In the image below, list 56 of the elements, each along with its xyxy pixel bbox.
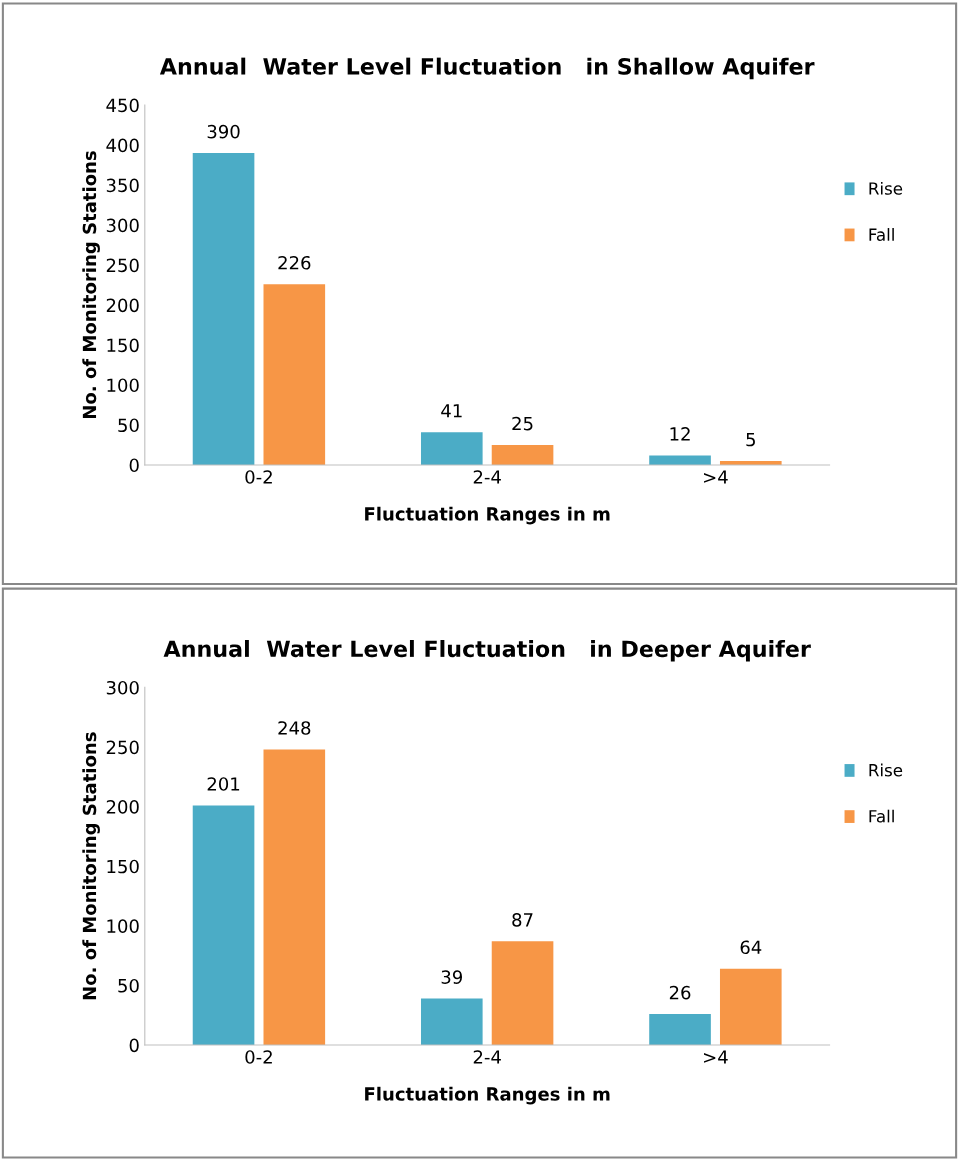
data-label: 25 bbox=[512, 416, 533, 431]
x-tick-label: >4 bbox=[704, 470, 728, 484]
data-label: 64 bbox=[740, 940, 762, 955]
y-tick-label: 400 bbox=[106, 138, 139, 153]
data-label: 41 bbox=[441, 404, 462, 418]
x-tick-label: >4 bbox=[704, 1050, 728, 1064]
data-label: 12 bbox=[670, 427, 690, 441]
data-label: 39 bbox=[441, 970, 463, 984]
y-tick-label: 100 bbox=[107, 378, 139, 393]
legend-label: Rise bbox=[869, 181, 903, 195]
legend-label: Fall bbox=[869, 809, 894, 823]
data-label: 248 bbox=[278, 721, 311, 735]
y-tick-label: 450 bbox=[106, 98, 139, 113]
data-label: 5 bbox=[746, 432, 755, 447]
data-label: 226 bbox=[278, 255, 311, 270]
y-tick-label: 300 bbox=[106, 680, 139, 695]
y-tick-label: 150 bbox=[107, 338, 139, 353]
y-axis-title: No. of Monitoring Stations bbox=[82, 151, 100, 419]
y-tick-label: 200 bbox=[106, 800, 139, 814]
x-tick-label: 2-4 bbox=[473, 470, 501, 484]
legend-label: Fall bbox=[869, 228, 894, 241]
bar bbox=[491, 941, 554, 1046]
x-axis-title: Fluctuation Ranges in m bbox=[365, 1086, 610, 1105]
bar bbox=[420, 998, 483, 1046]
y-tick-label: 100 bbox=[107, 919, 139, 933]
bar bbox=[263, 284, 326, 465]
x-tick-label: 0-2 bbox=[245, 470, 272, 484]
y-tick-label: 50 bbox=[118, 418, 139, 433]
y-tick-label: 200 bbox=[106, 298, 139, 313]
x-tick-label: 0-2 bbox=[245, 1050, 272, 1064]
y-tick-label: 0 bbox=[129, 1038, 139, 1053]
legend-label: Rise bbox=[869, 763, 903, 777]
y-tick-label: 50 bbox=[118, 978, 139, 993]
bar bbox=[192, 805, 255, 1046]
bar bbox=[719, 968, 782, 1046]
bar bbox=[263, 749, 326, 1046]
bar bbox=[420, 432, 483, 465]
bar bbox=[491, 444, 554, 465]
chart-title: Annual Water Level Fluctuation in Shallow Aquifer bbox=[159, 57, 815, 80]
y-tick-label: 350 bbox=[106, 178, 139, 193]
y-tick-label: 150 bbox=[107, 859, 139, 874]
bar bbox=[649, 455, 711, 465]
y-axis-title: No. of Monitoring Stations bbox=[82, 732, 100, 1000]
x-axis-title: Fluctuation Ranges in m bbox=[365, 506, 610, 525]
y-tick-label: 250 bbox=[106, 258, 139, 273]
data-label: 87 bbox=[512, 913, 533, 927]
bar bbox=[192, 153, 255, 465]
data-label: 390 bbox=[207, 124, 240, 139]
y-tick-label: 0 bbox=[129, 458, 139, 473]
x-tick-label: 2-4 bbox=[473, 1050, 501, 1064]
chart-title: Annual Water Level Fluctuation in Deeper Aquifer bbox=[163, 639, 811, 662]
data-label: 201 bbox=[207, 777, 240, 791]
bar bbox=[649, 1014, 711, 1046]
data-label: 26 bbox=[669, 985, 691, 1000]
y-tick-label: 300 bbox=[106, 218, 139, 233]
y-tick-label: 250 bbox=[106, 740, 139, 755]
